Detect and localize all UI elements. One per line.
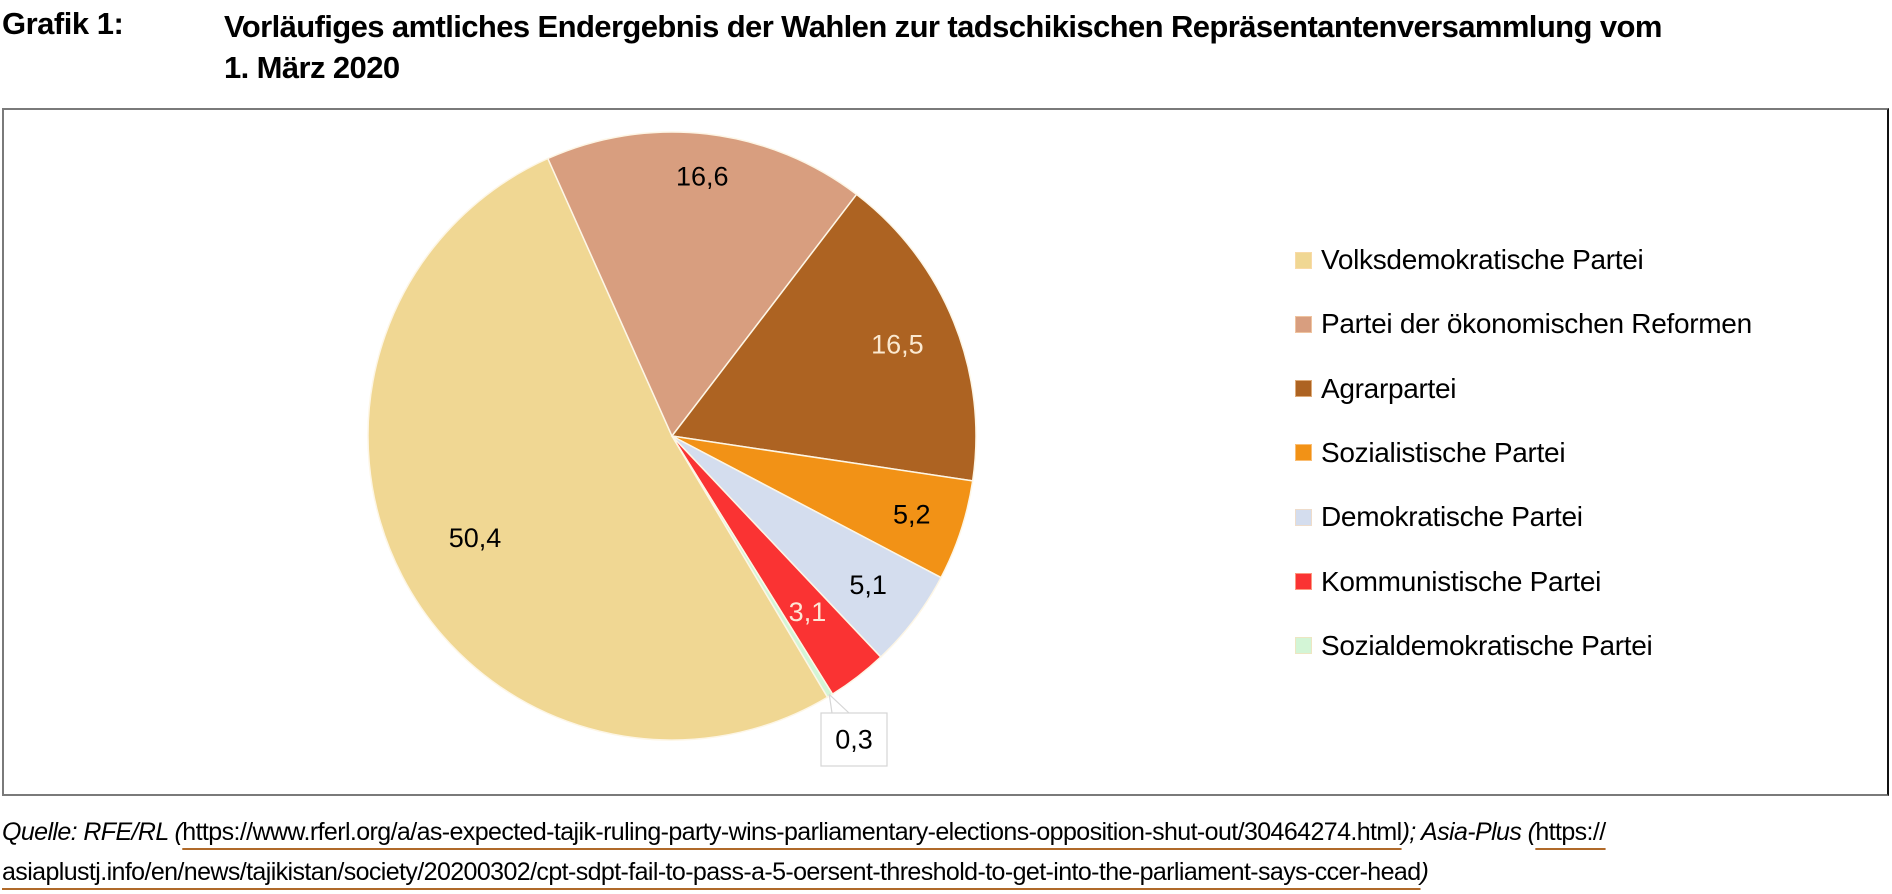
legend-swatch: [1295, 251, 1312, 269]
legend-label: Agrarpartei: [1321, 372, 1457, 404]
source-line-2: asiaplustj.info/en/news/tajikistan/socie…: [2, 852, 1892, 892]
source-suffix: ): [1420, 858, 1429, 886]
data-label-agrarpartei: 16,5: [871, 330, 924, 360]
legend-swatch: [1295, 315, 1312, 333]
data-label-volksdemokratische-partei: 50,4: [449, 523, 502, 553]
legend-item-agrarpartei: Agrarpartei: [1290, 369, 1457, 409]
source-note: Quelle: RFE/RL (https://www.rferl.org/a/…: [2, 812, 1892, 892]
source-link-asiaplus-part2[interactable]: asiaplustj.info/en/news/tajikistan/socie…: [2, 858, 1421, 886]
data-label-demokratische-partei: 5,1: [849, 570, 887, 600]
data-label-sozialistische-partei: 5,2: [893, 499, 931, 529]
source-prefix: Quelle: RFE/RL (: [2, 818, 183, 846]
data-label-sozialdemokratische-partei: 0,3: [835, 725, 873, 755]
legend-item-sozialistische-partei: Sozialistische Partei: [1290, 433, 1566, 473]
data-label-kommunistische-partei: 3,1: [789, 597, 827, 627]
legend-item-kommunistische-partei: Kommunistische Partei: [1290, 562, 1601, 602]
chart-frame: [2, 108, 1889, 796]
legend-item-partei-der-okonomischen-reformen: Partei der ökonomischen Reformen: [1290, 304, 1752, 344]
figure-title-line-1: Vorläufiges amtliches Endergebnis der Wa…: [224, 9, 1662, 44]
figure-title: Vorläufiges amtliches Endergebnis der Wa…: [224, 6, 1892, 88]
callout-leader-line: [828, 693, 850, 714]
figure-label: Grafik 1:: [2, 6, 124, 41]
legend-label: Kommunistische Partei: [1321, 565, 1602, 597]
data-label-partei-der-okonomischen-reformen: 16,6: [676, 161, 729, 191]
legend-label: Partei der ökonomischen Reformen: [1321, 308, 1752, 340]
legend-swatch: [1295, 444, 1312, 462]
figure-title-line-2: 1. März 2020: [224, 50, 400, 85]
pie-slice-agrarpartei: [670, 193, 977, 482]
source-link-asiaplus-part1[interactable]: https://: [1535, 818, 1606, 846]
legend-item-demokratische-partei: Demokratische Partei: [1290, 497, 1583, 537]
pie-slice-partei-der-okonomischen-reformen: [546, 131, 858, 438]
source-link-rferl[interactable]: https://www.rferl.org/a/as-expected-taji…: [182, 818, 1402, 846]
legend-item-sozialdemokratische-partei: Sozialdemokratische Partei: [1290, 626, 1653, 666]
legend-swatch: [1295, 380, 1312, 398]
source-mid: ); Asia-Plus (: [1401, 818, 1536, 846]
legend-label: Sozialistische Partei: [1321, 436, 1566, 468]
pie-slice-volksdemokratische-partei: [367, 157, 829, 741]
legend-label: Demokratische Partei: [1321, 501, 1583, 533]
legend-item-volksdemokratische-partei: Volksdemokratische Partei: [1290, 240, 1644, 280]
legend-label: Sozialdemokratische Partei: [1321, 629, 1653, 661]
legend-swatch: [1295, 508, 1312, 526]
source-line-1: Quelle: RFE/RL (https://www.rferl.org/a/…: [2, 812, 1892, 852]
legend-swatch: [1295, 637, 1312, 655]
legend-swatch: [1295, 573, 1312, 590]
callout-box: [820, 712, 888, 767]
legend-label: Volksdemokratische Partei: [1321, 244, 1644, 275]
